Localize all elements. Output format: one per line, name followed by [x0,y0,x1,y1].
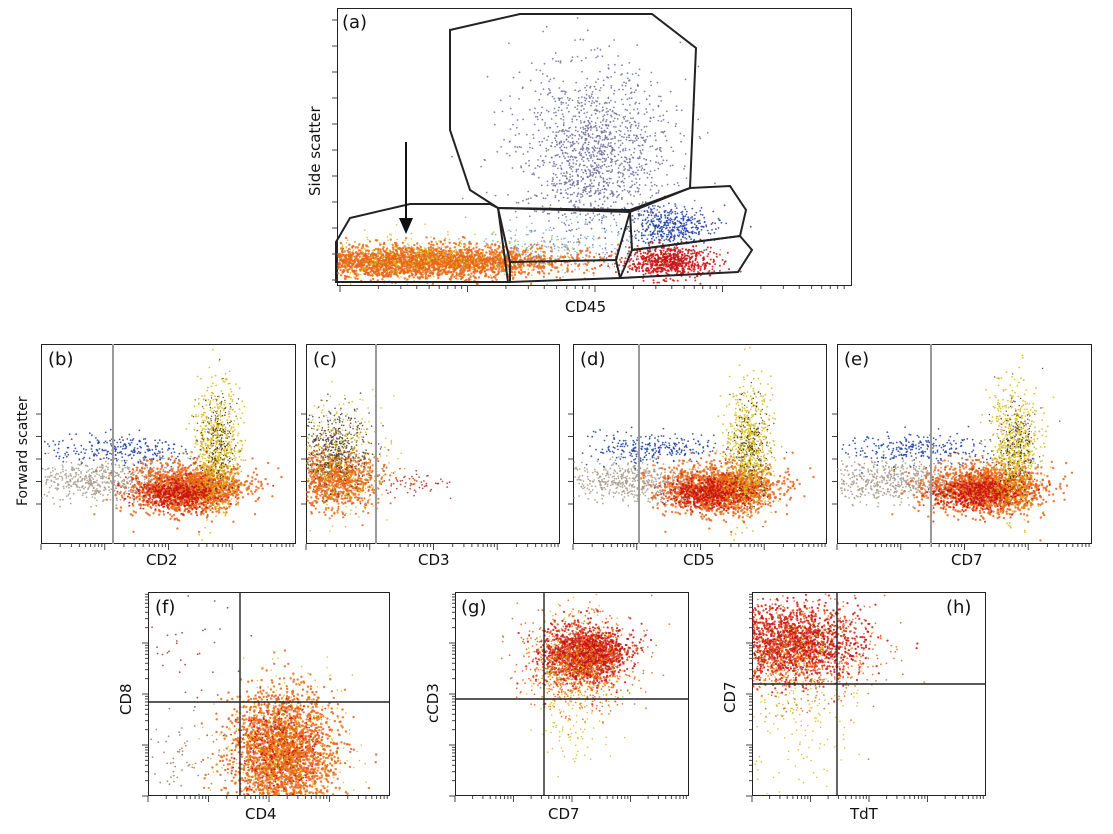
panel-e-xlabel: CD7 [951,551,983,569]
panel-e-label: (e) [844,349,869,370]
panel-g-xticks [454,796,687,802]
panel-d-plot [573,344,827,544]
panel-f-xticks [147,796,388,802]
panel-d-xticks [572,544,826,550]
panel-h-plot [752,592,986,796]
panel-a-ylabel: Side scatter [306,106,324,196]
panel-f-plot [148,592,390,796]
panel-f-ylabel: CD8 [117,683,135,715]
panel-a-label: (a) [342,12,367,33]
panel-g-plot [455,592,689,796]
panel-c-xticks [305,544,559,550]
panel-f-xlabel: CD4 [245,805,277,823]
panel-b-xlabel: CD2 [146,551,178,569]
panel-h-label: (h) [946,597,971,618]
panel-e-plot [837,344,1092,544]
panel-f-label: (f) [155,597,175,618]
panel-b-ylabel: Forward scatter [15,396,31,506]
panel-h-xticks [751,796,984,802]
panel-g-xlabel: CD7 [548,805,580,823]
panel-a-plot [337,8,852,286]
panel-c-plot [306,344,560,544]
panel-h-xlabel: TdT [850,805,878,823]
panel-d-label: (d) [580,349,605,370]
panel-a-xticks [339,286,845,292]
panel-b-plot [41,344,296,544]
panel-b-xticks [40,544,294,550]
panel-a-xlabel: CD45 [565,298,606,316]
panel-g-label: (g) [461,597,486,618]
panel-b-label: (b) [48,349,73,370]
panel-h-ylabel: CD7 [721,681,739,713]
panel-d-xlabel: CD5 [683,551,715,569]
panel-c-xlabel: CD3 [418,551,450,569]
panel-e-xticks [836,544,1090,550]
panel-c-label: (c) [313,349,337,370]
panel-g-ylabel: cCD3 [424,683,442,723]
